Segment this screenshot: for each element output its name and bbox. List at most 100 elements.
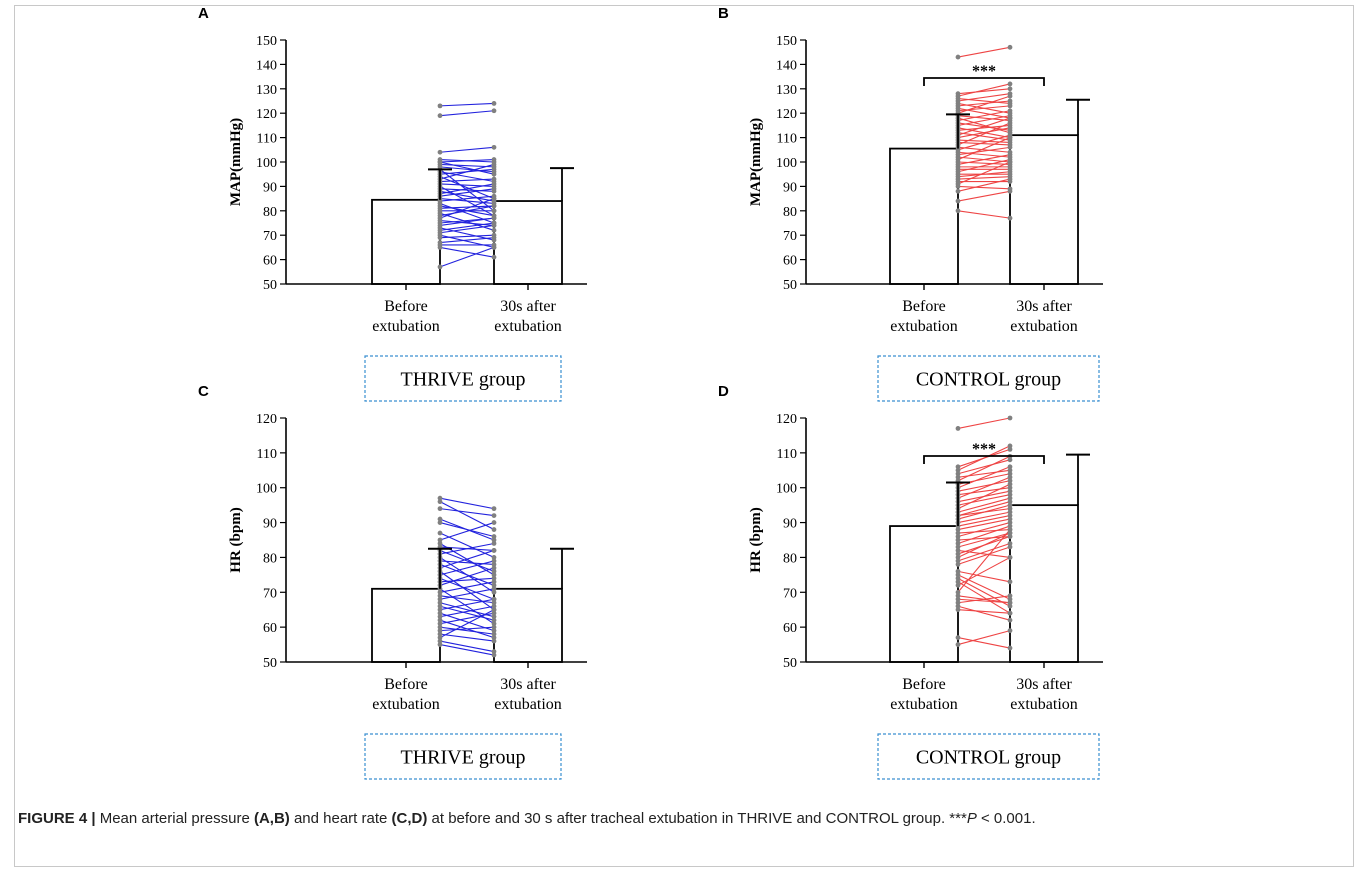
pair-line-a xyxy=(439,183,495,195)
pair-line-c xyxy=(439,508,495,517)
y-tick-label-b: 70 xyxy=(783,229,797,244)
point-before-c xyxy=(437,516,443,522)
point-after-d xyxy=(1007,502,1013,508)
point-after-b xyxy=(1007,98,1013,104)
pair-line-b xyxy=(957,132,1011,141)
point-before-d xyxy=(955,568,961,574)
pair-line-d xyxy=(957,501,1011,517)
pair-line-b xyxy=(957,105,1011,112)
pair-line-a xyxy=(439,234,495,239)
category-label-c-1: Before xyxy=(384,676,428,693)
point-after-b xyxy=(1007,176,1013,182)
point-before-c xyxy=(437,537,443,543)
point-after-d xyxy=(1007,513,1013,518)
point-before-d xyxy=(955,534,961,539)
pair-line-c xyxy=(439,605,495,618)
panel-letter-c: C xyxy=(198,383,209,400)
pair-line-a xyxy=(439,178,495,183)
point-after-b xyxy=(1007,115,1013,121)
pair-line-a xyxy=(439,166,495,173)
pair-line-b xyxy=(957,141,1011,146)
point-after-b xyxy=(1007,120,1013,126)
point-after-d xyxy=(1007,579,1013,585)
pair-line-a xyxy=(439,222,495,231)
point-before-c xyxy=(437,520,443,525)
pair-line-a xyxy=(439,198,495,219)
caption-text-4: < 0.001. xyxy=(976,810,1036,827)
y-tick-label-a: 130 xyxy=(256,83,277,98)
y-axis-label-d: HR (bpm) xyxy=(748,507,764,572)
point-before-c xyxy=(437,600,443,606)
point-after-c xyxy=(491,582,497,588)
y-tick-label-b: 90 xyxy=(783,180,797,195)
point-after-c xyxy=(491,506,497,512)
pair-line-c xyxy=(439,567,495,586)
point-after-a xyxy=(491,157,497,162)
bar-c-2 xyxy=(493,587,563,663)
pair-line-d xyxy=(957,574,1011,600)
pair-line-d xyxy=(957,581,1011,614)
group-label-a: THRIVE group xyxy=(401,369,526,391)
point-before-b xyxy=(955,54,961,60)
pair-line-d xyxy=(957,570,1011,583)
point-after-a xyxy=(491,235,497,241)
category-label-d-2: 30s after xyxy=(1016,676,1072,693)
pair-line-d xyxy=(957,417,1011,429)
point-after-b xyxy=(1007,44,1013,50)
pair-line-a xyxy=(439,159,495,163)
point-after-c xyxy=(491,603,497,609)
category-label-a-1: extubation xyxy=(372,318,440,335)
point-after-a xyxy=(491,203,497,209)
category-label-d-1: extubation xyxy=(890,696,958,713)
point-after-d xyxy=(1007,527,1013,532)
point-before-d xyxy=(955,471,961,477)
point-after-d xyxy=(1007,596,1013,602)
point-after-d xyxy=(1007,443,1013,449)
point-before-c xyxy=(437,610,443,616)
point-after-c xyxy=(491,572,497,578)
pair-line-d xyxy=(957,445,1011,471)
group-box-b xyxy=(877,355,1100,402)
point-before-d xyxy=(955,642,961,647)
pair-line-a xyxy=(439,198,495,205)
y-tick-label-a: 100 xyxy=(256,156,277,171)
pair-line-a xyxy=(439,205,495,217)
point-before-d xyxy=(955,579,961,585)
point-before-d xyxy=(955,555,961,560)
caption-ref-2: (C,D) xyxy=(391,810,428,827)
point-before-c xyxy=(437,624,443,630)
pair-line-a xyxy=(439,188,495,192)
point-before-d xyxy=(955,464,961,470)
point-after-a xyxy=(491,101,497,106)
point-after-d xyxy=(1007,544,1013,550)
point-after-a xyxy=(491,181,497,187)
y-tick-label-c: 100 xyxy=(256,482,277,497)
pair-line-d xyxy=(957,529,1011,593)
point-before-d xyxy=(955,551,961,557)
pair-line-b xyxy=(957,161,1011,185)
point-before-c xyxy=(437,617,443,623)
point-after-b xyxy=(1007,159,1013,165)
pair-line-b xyxy=(957,134,1011,151)
pair-line-c xyxy=(439,577,495,600)
point-before-a xyxy=(437,113,443,119)
point-after-d xyxy=(1007,481,1013,487)
pair-line-b xyxy=(957,93,1011,102)
point-after-d xyxy=(1007,509,1013,515)
bar-c-1 xyxy=(371,587,441,663)
y-tick-label-c: 110 xyxy=(257,447,277,462)
point-before-c xyxy=(437,621,443,627)
point-after-d xyxy=(1007,530,1013,536)
point-after-a xyxy=(491,215,497,221)
point-after-c xyxy=(491,607,497,613)
point-after-d xyxy=(1007,516,1013,522)
y-tick-label-a: 150 xyxy=(256,34,277,49)
pair-line-b xyxy=(957,95,1011,114)
pair-line-a xyxy=(439,246,495,268)
pair-line-d xyxy=(957,487,1011,496)
pair-line-d xyxy=(957,459,1011,475)
point-after-d xyxy=(1007,464,1013,470)
panel-b: B MAP(mmHg) 50 60 70 80 90 100 110 120 130 140 150 **… xyxy=(718,5,1103,402)
point-after-b xyxy=(1007,144,1013,150)
point-before-c xyxy=(437,506,443,512)
